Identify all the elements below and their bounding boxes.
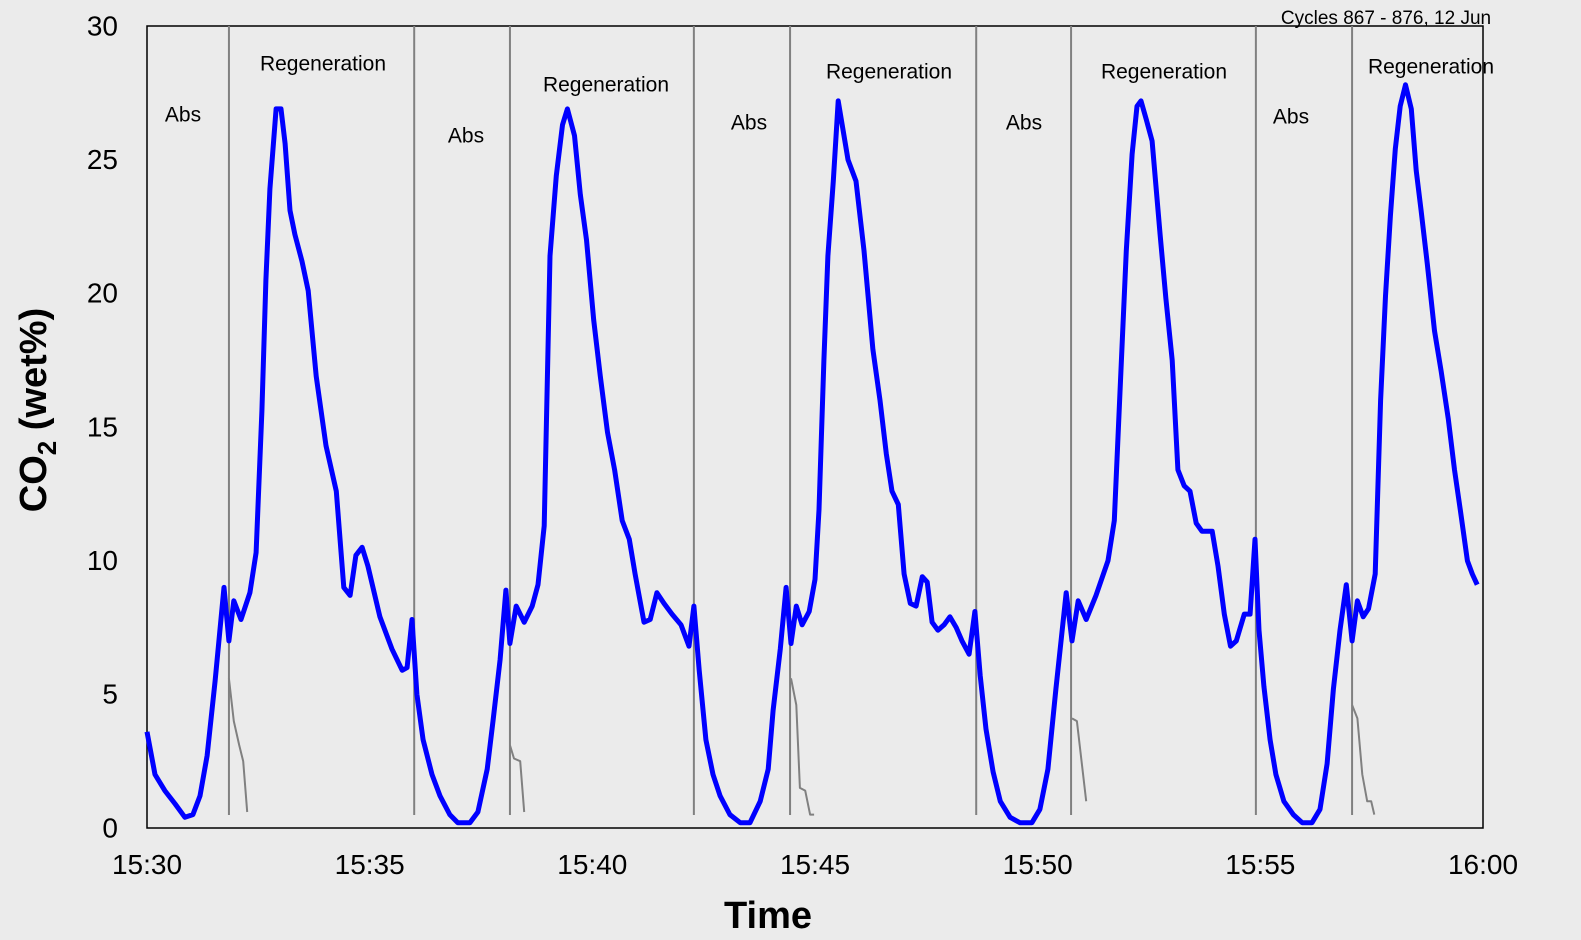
annotation: Abs — [1273, 106, 1309, 129]
y-axis-label: CO2 (wet%) — [13, 308, 62, 512]
y-tick-label: 10 — [87, 545, 118, 576]
y-tick-label: 15 — [87, 411, 118, 442]
x-axis-label: Time — [724, 895, 812, 937]
annotation: Regeneration — [1368, 56, 1494, 79]
secondary-line — [227, 678, 1376, 816]
y-tick-label: 25 — [87, 144, 118, 175]
x-tick-label: 15:55 — [1225, 849, 1295, 880]
co2-line — [144, 82, 1480, 826]
y-label-sub: 2 — [32, 441, 62, 455]
x-tick-label: 15:30 — [112, 849, 182, 880]
annotation: Abs — [731, 112, 767, 135]
y-tick-label: 0 — [102, 812, 118, 843]
chart-subtitle: Cycles 867 - 876, 12 Jun — [1281, 8, 1491, 29]
y-tick-label: 20 — [87, 278, 118, 309]
y-label-main: CO — [13, 455, 55, 512]
annotation: Regeneration — [543, 74, 669, 97]
plot-frame — [146, 25, 1484, 829]
annotation: Regeneration — [826, 61, 952, 84]
x-tick-label: 16:00 — [1448, 849, 1518, 880]
annotation: Abs — [1006, 112, 1042, 135]
annotation: Abs — [165, 104, 201, 127]
y-tick-label: 30 — [87, 10, 118, 41]
y-tick-label: 5 — [102, 679, 118, 710]
y-label-rest: (wet%) — [13, 308, 55, 441]
annotation: Regeneration — [1101, 61, 1227, 84]
x-tick-label: 15:50 — [1003, 849, 1073, 880]
x-tick-label: 15:40 — [557, 849, 627, 880]
x-tick-label: 15:35 — [335, 849, 405, 880]
annotation: Abs — [448, 125, 484, 148]
annotation: Regeneration — [260, 53, 386, 76]
x-tick-label: 15:45 — [780, 849, 850, 880]
